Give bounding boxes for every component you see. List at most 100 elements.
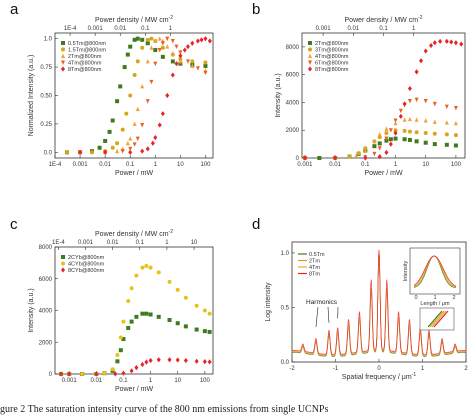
data-point bbox=[125, 140, 130, 146]
data-point bbox=[59, 371, 64, 377]
zoom-line-0 bbox=[427, 310, 443, 328]
data-point bbox=[128, 44, 133, 49]
legend-label: 8CYb@800nm bbox=[68, 268, 105, 274]
data-point bbox=[97, 145, 102, 150]
data-point bbox=[444, 132, 449, 137]
x-tick-label: 10 bbox=[422, 162, 429, 168]
data-point bbox=[110, 118, 115, 123]
y-tick-label: 0 bbox=[296, 156, 300, 162]
data-point bbox=[128, 93, 133, 98]
data-point bbox=[202, 329, 207, 334]
data-point bbox=[80, 372, 85, 376]
data-point bbox=[165, 92, 170, 99]
data-point bbox=[128, 136, 133, 141]
data-point bbox=[402, 137, 407, 142]
data-point bbox=[145, 146, 150, 152]
data-point bbox=[103, 138, 108, 143]
panel-letter: a bbox=[10, 1, 19, 18]
data-point bbox=[203, 60, 208, 65]
x-tick-label: 1 bbox=[154, 162, 158, 168]
data-point bbox=[140, 311, 145, 316]
zoom-line-2 bbox=[431, 310, 447, 328]
data-point bbox=[165, 36, 170, 42]
data-point bbox=[124, 111, 129, 116]
data-point bbox=[414, 117, 419, 122]
x2-tick-label: 1 bbox=[165, 240, 169, 246]
legend-label: 2Tm@800nm bbox=[68, 54, 102, 60]
data-point bbox=[414, 69, 419, 75]
legend-label: 4CYb@800nm bbox=[68, 262, 105, 268]
legend-label: 8Tm@800nm bbox=[68, 67, 102, 73]
data-point bbox=[129, 368, 134, 374]
data-point bbox=[157, 122, 162, 128]
data-point bbox=[128, 149, 133, 155]
data-point bbox=[153, 48, 158, 53]
data-point bbox=[190, 40, 195, 46]
data-point bbox=[149, 36, 154, 41]
data-point bbox=[423, 99, 428, 104]
data-point bbox=[432, 40, 437, 46]
data-point bbox=[156, 357, 161, 363]
y-tick-label: 0.25 bbox=[40, 122, 52, 128]
data-point bbox=[160, 41, 165, 46]
data-point bbox=[144, 311, 149, 316]
data-point bbox=[132, 121, 137, 126]
legend-label: 3Tm@800nm bbox=[315, 48, 349, 54]
data-point bbox=[140, 148, 145, 154]
data-point bbox=[388, 128, 393, 133]
data-point bbox=[170, 38, 175, 44]
y-tick-label: 2000 bbox=[39, 340, 53, 346]
data-point bbox=[160, 54, 165, 59]
data-point bbox=[194, 358, 199, 364]
y-tick-label: 0.75 bbox=[40, 65, 52, 71]
data-point bbox=[398, 113, 403, 119]
x2-tick-label: 0.01 bbox=[347, 26, 359, 32]
legend-marker bbox=[61, 261, 65, 266]
inset-x-tick-label: 0 bbox=[414, 295, 417, 301]
inset-y-title: Intensity bbox=[403, 261, 409, 282]
x2-tick-label: 0.01 bbox=[114, 26, 126, 32]
data-point bbox=[121, 337, 126, 342]
data-point bbox=[144, 359, 149, 365]
data-point bbox=[432, 119, 437, 124]
x-tick-label: 100 bbox=[200, 162, 211, 168]
x-axis-title: Power / mW bbox=[115, 386, 154, 393]
data-point bbox=[377, 131, 382, 137]
data-point bbox=[402, 117, 407, 122]
data-point bbox=[149, 45, 154, 50]
data-point bbox=[122, 65, 127, 70]
data-point bbox=[363, 155, 368, 161]
data-point bbox=[94, 371, 99, 377]
data-point bbox=[115, 352, 120, 357]
data-point bbox=[419, 58, 424, 64]
data-point bbox=[393, 136, 398, 141]
x2-axis-title: Power density / MW cm-2 bbox=[345, 15, 423, 24]
data-point bbox=[129, 286, 134, 291]
data-point bbox=[414, 139, 419, 144]
data-point bbox=[126, 325, 131, 330]
data-point bbox=[444, 104, 449, 110]
data-point bbox=[203, 70, 208, 76]
data-point bbox=[384, 131, 389, 135]
data-point bbox=[185, 59, 190, 64]
data-point bbox=[156, 314, 161, 319]
data-point bbox=[134, 365, 139, 371]
data-point bbox=[372, 138, 377, 144]
legend-marker bbox=[61, 53, 65, 58]
y-axis-title: Normalized Intensity (a.u.) bbox=[28, 55, 35, 137]
chart-panel-b: b 0.001 0.01 0.1 1 10 100 0 2000 4000 6000 8000 0.00… bbox=[252, 1, 466, 177]
data-point bbox=[407, 129, 412, 134]
legend-marker bbox=[61, 60, 65, 65]
data-point bbox=[67, 371, 72, 377]
data-point bbox=[160, 111, 165, 117]
harmonics-arrow bbox=[315, 306, 319, 328]
data-point bbox=[423, 140, 428, 145]
data-point bbox=[157, 36, 162, 41]
data-point bbox=[134, 273, 139, 278]
data-point bbox=[120, 127, 125, 132]
x-tick-label: 1 bbox=[394, 162, 398, 168]
legend-label: 0.5Tm bbox=[309, 252, 325, 258]
y-tick-label: 0.0 bbox=[44, 150, 53, 156]
y-tick-label: 1.0 bbox=[44, 37, 53, 43]
